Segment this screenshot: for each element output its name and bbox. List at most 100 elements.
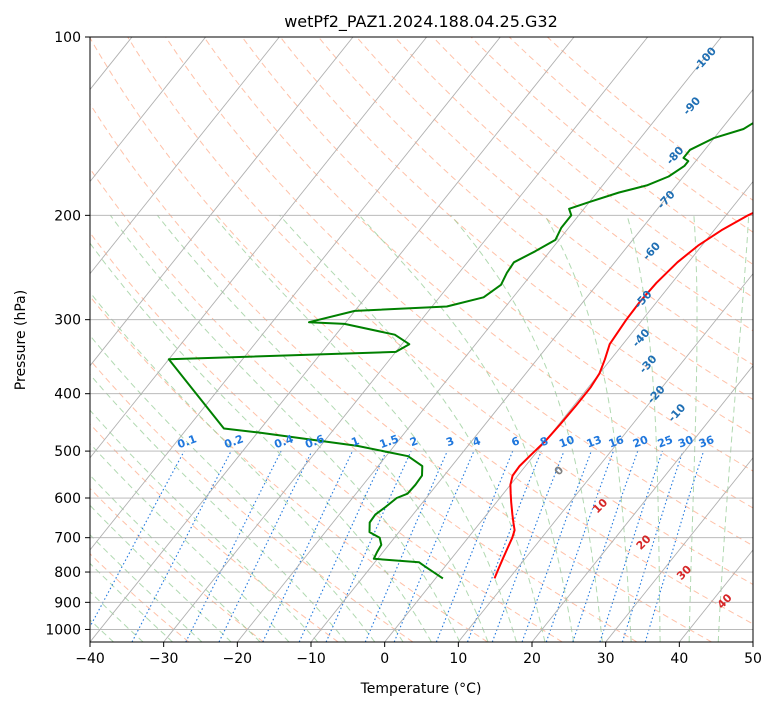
mixing-ratio-line <box>298 450 387 642</box>
dry-adiabat <box>90 423 339 642</box>
mixing-ratio-label: 2 <box>408 434 420 449</box>
moist-adiabat <box>90 409 319 642</box>
dewpoint-line <box>167 121 753 580</box>
isotherm-line <box>90 37 207 183</box>
y-tick-label: 700 <box>54 531 81 547</box>
mixing-ratio-line <box>218 450 313 642</box>
isotherm-line <box>90 37 428 459</box>
dry-adiabat <box>508 37 753 233</box>
moist-adiabat <box>90 442 290 642</box>
moist-adiabat <box>90 291 404 642</box>
x-tick-label: 40 <box>670 651 688 667</box>
mixing-ratio-label: 10 <box>557 433 576 451</box>
dry-adiabat <box>318 37 753 401</box>
series-lines <box>167 121 753 580</box>
dry-adiabat <box>90 295 488 642</box>
moist-adiabat <box>90 591 144 642</box>
y-tick-label: 600 <box>54 491 81 507</box>
mixing-ratio-label: 20 <box>631 433 650 451</box>
x-tick-label: 50 <box>744 651 762 667</box>
mixing-ratio-label: 0.4 <box>273 432 296 451</box>
y-tick-label: 100 <box>54 30 81 46</box>
mixing-ratio-label: 6 <box>510 434 522 449</box>
gridlines <box>90 37 753 642</box>
dry-adiabat <box>470 37 753 265</box>
y-tick-label: 900 <box>54 595 81 611</box>
chart-title: wetPf2_PAZ1.2024.188.04.25.G32 <box>284 12 558 32</box>
y-axis-label: Pressure (hPa) <box>13 290 29 390</box>
mixing-ratio-label: 0.6 <box>303 432 326 451</box>
mixing-ratio-label: 8 <box>538 434 550 449</box>
y-axis: 100 200 300 400 500 600 700 800 900 1000 <box>45 30 90 638</box>
mixing-ratio-label: 1.5 <box>378 432 401 451</box>
mixing-ratio-label: 25 <box>656 433 675 450</box>
moist-adiabat <box>688 215 698 642</box>
isotherm-line <box>90 37 280 275</box>
moist-adiabat <box>279 214 546 642</box>
mixing-ratio-line <box>572 450 639 642</box>
y-tick-label: 300 <box>54 313 81 329</box>
mixing-ratio-label: 3 <box>444 434 456 449</box>
x-axis: −40 −30 −20 −10 0 10 20 30 40 50 <box>75 642 762 667</box>
mixing-ratio-line <box>599 450 663 642</box>
x-tick-label: 0 <box>380 651 389 667</box>
moist-adiabat <box>626 215 661 642</box>
mixing-ratio-line <box>131 450 232 642</box>
x-tick-label: −40 <box>75 651 105 667</box>
moist-adiabat <box>90 504 232 642</box>
x-tick-label: 20 <box>523 651 541 667</box>
moist-adiabat <box>90 562 173 642</box>
y-tick-label: 800 <box>54 565 81 581</box>
moist-adiabat <box>544 215 632 642</box>
isotherm-line <box>531 365 753 642</box>
mixing-ratio-label: 1 <box>349 434 361 449</box>
moist-adiabat <box>90 334 376 642</box>
dry-adiabat <box>90 231 563 642</box>
isotherm-line <box>384 180 753 642</box>
moist-adiabat <box>109 215 461 642</box>
x-tick-label: −20 <box>223 651 253 667</box>
moist-adiabat <box>450 214 603 642</box>
isotherm-line <box>90 37 354 367</box>
x-tick-label: −10 <box>296 651 326 667</box>
moist-adiabat <box>717 215 750 642</box>
y-tick-label: 500 <box>54 444 81 460</box>
moist-adiabat <box>157 214 489 642</box>
x-tick-label: 30 <box>597 651 615 667</box>
y-tick-label: 200 <box>54 208 81 224</box>
isotherm-line <box>90 37 501 551</box>
dry-adiabat <box>203 37 753 509</box>
mixing-ratio-label: 0.2 <box>223 432 246 451</box>
plot-frame <box>89 36 754 643</box>
mixing-ratio-label: 0.1 <box>176 432 199 451</box>
y-tick-label: 1000 <box>45 622 81 638</box>
x-axis-label: Temperature (°C) <box>360 681 482 697</box>
moist-adiabat <box>90 242 432 642</box>
dry-adiabat <box>279 37 753 436</box>
dry-adiabat <box>90 37 753 625</box>
x-tick-label: 10 <box>449 651 467 667</box>
mixing-ratio-label: 36 <box>697 433 716 451</box>
dry-adiabat <box>432 37 753 298</box>
mixing-ratio-label: 30 <box>676 433 695 451</box>
isotherm-line <box>163 37 649 642</box>
x-tick-label: −30 <box>149 651 179 667</box>
isotherm-line <box>605 457 753 642</box>
mixing-ratio-label: 4 <box>471 434 483 449</box>
mixing-ratio-label: 13 <box>585 433 604 450</box>
mixing-ratio-line <box>435 450 514 642</box>
moist-adiabat <box>90 474 261 642</box>
mixing-ratio-line <box>262 450 353 642</box>
dry-adiabat <box>90 102 712 642</box>
dry-adiabat <box>165 37 753 547</box>
mixing-ratio-label: 16 <box>607 433 626 451</box>
isotherm-line <box>90 37 575 642</box>
isotherm-line <box>236 37 722 642</box>
moist-adiabat <box>90 534 203 642</box>
temperature-line <box>493 211 753 579</box>
moist-adiabat <box>90 373 347 642</box>
isotherm-line <box>457 272 753 642</box>
y-tick-label: 400 <box>54 387 81 403</box>
